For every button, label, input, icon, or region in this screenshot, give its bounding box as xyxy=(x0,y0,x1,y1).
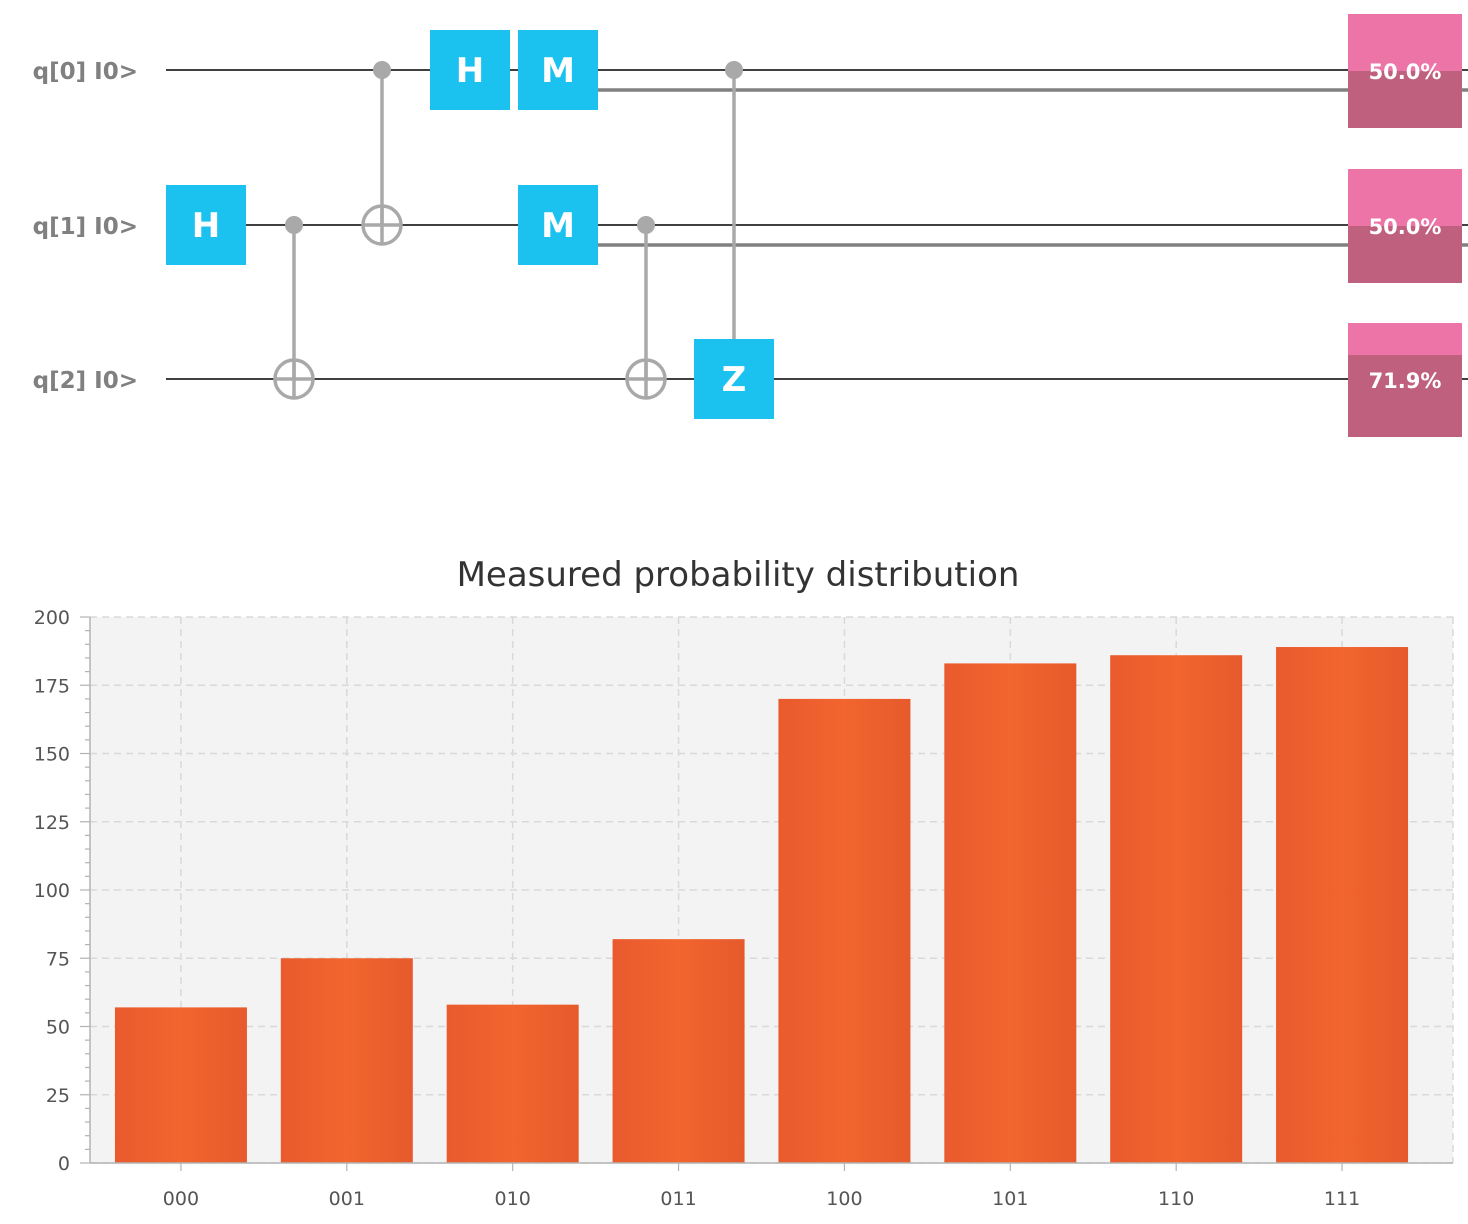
cnot-target-2 xyxy=(361,204,403,246)
control-dot-2 xyxy=(373,61,391,79)
gate-box xyxy=(430,30,510,110)
x-tick-label: 001 xyxy=(329,1188,365,1210)
x-tick-label: 110 xyxy=(1158,1188,1194,1210)
gate-z-q2: Z xyxy=(694,339,774,419)
y-tick-label: 50 xyxy=(46,1017,70,1039)
probability-box-0: 50.0% xyxy=(1348,14,1462,128)
bar-011 xyxy=(612,939,745,1163)
y-tick-label: 25 xyxy=(46,1085,70,1107)
qubit-label-0: q[0] I0> xyxy=(33,59,138,85)
gate-box xyxy=(518,185,598,265)
probability-box-1: 50.0% xyxy=(1348,169,1462,283)
control-dot-7 xyxy=(725,61,743,79)
gate-label: M xyxy=(541,51,575,91)
gate-label: Z xyxy=(722,360,747,400)
gate-m-q0: M xyxy=(518,30,598,110)
gate-m-q1: M xyxy=(518,185,598,265)
bar-001 xyxy=(280,958,413,1163)
probability-fill xyxy=(1348,71,1462,128)
gate-label: M xyxy=(541,206,575,246)
qubit-label-1: q[1] I0> xyxy=(33,214,138,240)
qubit-label-2: q[2] I0> xyxy=(33,368,138,394)
gate-label: H xyxy=(456,51,484,91)
y-tick-label: 150 xyxy=(34,744,70,766)
x-tick-label: 011 xyxy=(660,1188,696,1210)
x-tick-label: 111 xyxy=(1324,1188,1360,1210)
control-dot-6 xyxy=(637,216,655,234)
probability-label: 50.0% xyxy=(1369,215,1442,239)
probability-fill xyxy=(1348,226,1462,283)
probability-chart: Measured probability distribution 0 25 50 75… xyxy=(34,555,1454,1210)
bar-101 xyxy=(944,663,1077,1163)
gate-h-q1: H xyxy=(166,185,246,265)
cnot-target-1 xyxy=(273,358,315,400)
cnot-target-6 xyxy=(625,358,667,400)
y-tick-label: 200 xyxy=(34,607,70,629)
bar-111 xyxy=(1276,647,1409,1163)
y-tick-label: 175 xyxy=(34,675,70,697)
x-tick-label: 010 xyxy=(495,1188,531,1210)
y-tick-label: 0 xyxy=(58,1153,70,1175)
x-tick-label: 101 xyxy=(992,1188,1028,1210)
probability-fill xyxy=(1348,355,1462,437)
chart-title: Measured probability distribution xyxy=(457,555,1020,595)
gate-box xyxy=(694,339,774,419)
bar-000 xyxy=(114,1007,247,1163)
bar-110 xyxy=(1110,655,1243,1163)
quantum-circuit: q[0] I0> q[1] I0> q[2] I0> H H M M Z 50.0% 50.0% 7… xyxy=(33,14,1468,437)
bar-010 xyxy=(446,1004,579,1163)
probability-label: 71.9% xyxy=(1369,369,1442,393)
y-tick-label: 100 xyxy=(34,880,70,902)
gate-label: H xyxy=(192,206,220,246)
control-dot-1 xyxy=(285,216,303,234)
gate-box xyxy=(166,185,246,265)
y-tick-label: 75 xyxy=(46,948,70,970)
y-tick-label: 125 xyxy=(34,812,70,834)
gate-h-q0: H xyxy=(430,30,510,110)
gate-box xyxy=(518,30,598,110)
probability-box-2: 71.9% xyxy=(1348,323,1462,437)
x-tick-label: 100 xyxy=(826,1188,862,1210)
x-tick-label: 000 xyxy=(163,1188,199,1210)
probability-label: 50.0% xyxy=(1369,60,1442,84)
bar-100 xyxy=(778,698,911,1163)
